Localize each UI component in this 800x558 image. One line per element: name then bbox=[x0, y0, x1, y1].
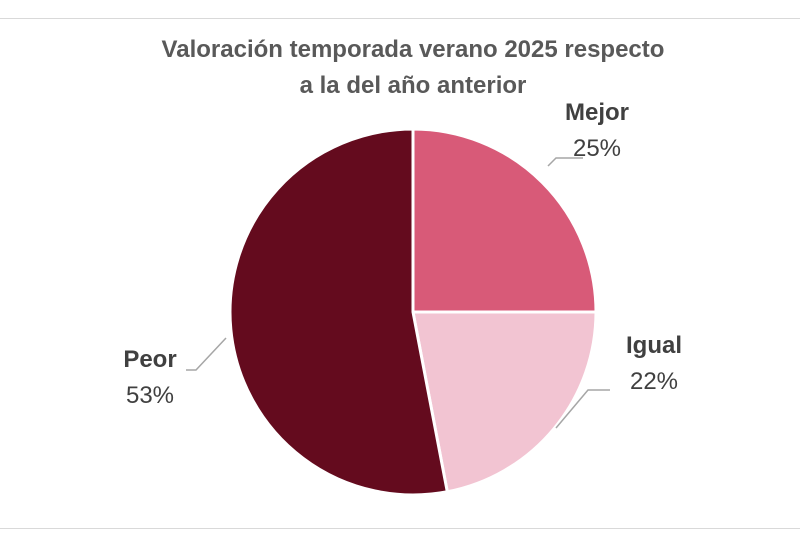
pie-slices bbox=[228, 127, 598, 497]
chart-frame-bottom bbox=[0, 528, 800, 529]
chart-title-line-1: Valoración temporada verano 2025 respect… bbox=[161, 36, 665, 63]
slice-label-name-mejor: Mejor bbox=[565, 99, 629, 126]
chart-title-line-2: a la del año anterior bbox=[299, 72, 527, 99]
pie-slice-peor bbox=[228, 127, 449, 497]
slice-label-name-peor: Peor bbox=[123, 346, 176, 373]
slice-label-value-mejor: 25% bbox=[573, 135, 621, 162]
leader-line-peor bbox=[186, 337, 227, 371]
data-labels: Mejor 25% Igual 22% Peor 53% bbox=[123, 99, 682, 409]
leader-line-mejor bbox=[547, 157, 583, 167]
pie-slice-mejor bbox=[411, 127, 598, 314]
slice-label-value-igual: 22% bbox=[630, 368, 678, 395]
slice-label-value-peor: 53% bbox=[126, 382, 174, 409]
pie-slice-igual bbox=[411, 310, 598, 494]
chart-title: Valoración temporada verano 2025 respect… bbox=[0, 32, 800, 104]
chart-frame-top bbox=[0, 18, 800, 19]
leader-line-igual bbox=[555, 389, 610, 429]
leader-lines bbox=[186, 157, 610, 429]
slice-label-name-igual: Igual bbox=[626, 332, 682, 359]
